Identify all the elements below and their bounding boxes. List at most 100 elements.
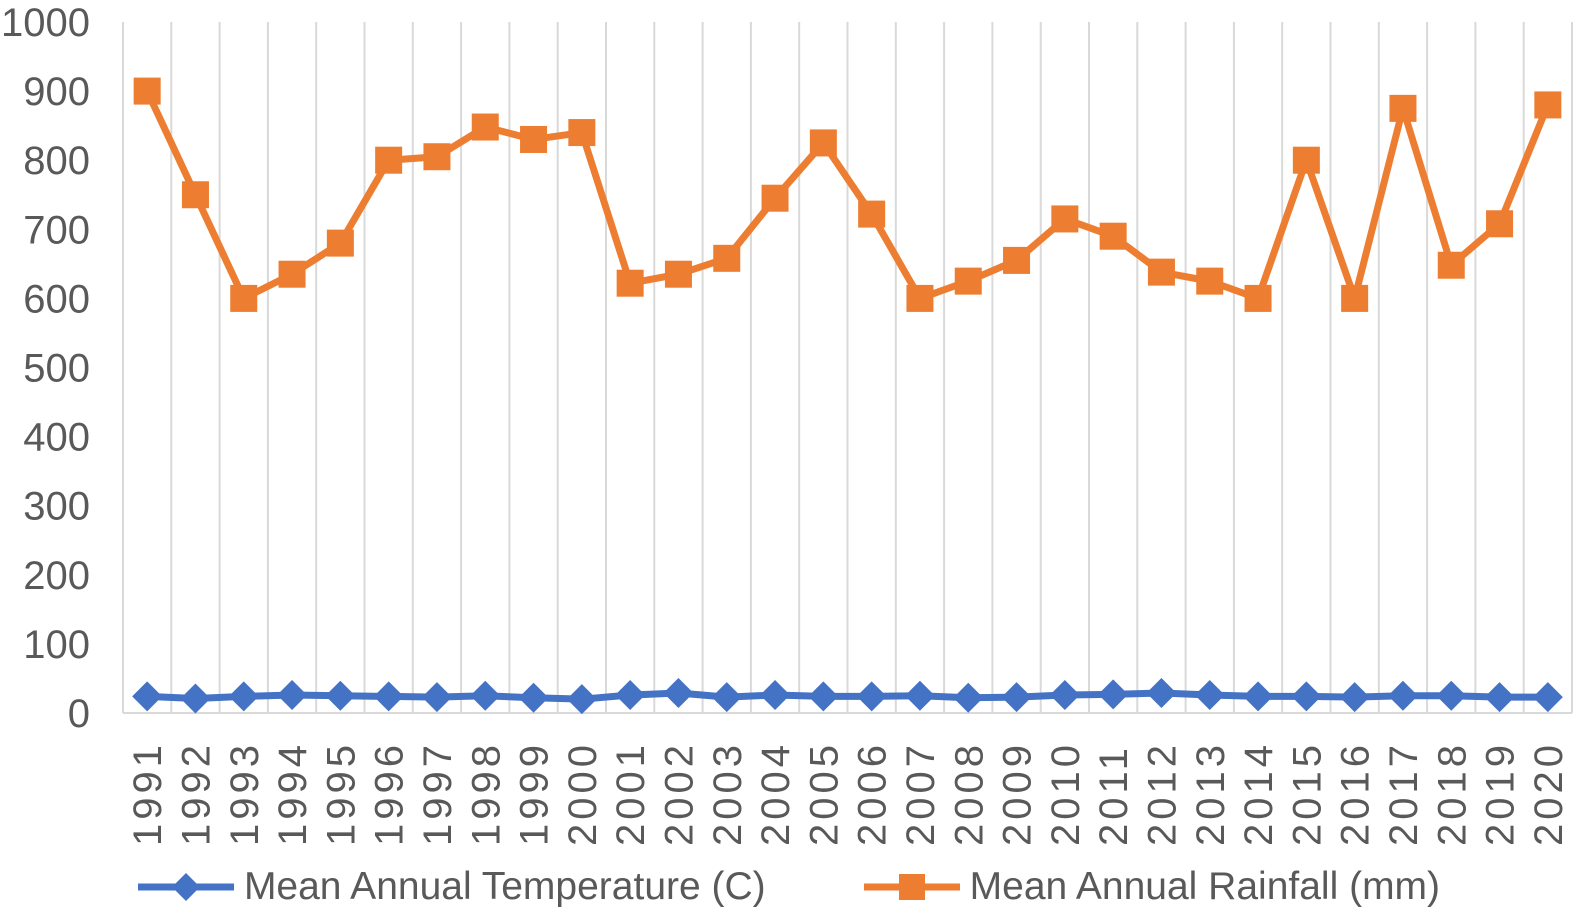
x-tick-label: 2004 bbox=[754, 741, 798, 846]
x-tick-label: 2002 bbox=[657, 741, 701, 846]
data-point-square bbox=[1486, 210, 1514, 238]
data-point-diamond bbox=[1532, 682, 1563, 713]
gridlines-group bbox=[122, 22, 1573, 713]
data-point-square bbox=[1341, 284, 1369, 312]
data-point-square bbox=[664, 260, 692, 288]
data-point-diamond bbox=[518, 682, 549, 713]
x-axis-tick-labels: 1991 1992 1993 1994 1995 1996 1997 1998 1999 2000… bbox=[126, 741, 1571, 846]
x-tick-label: 1995 bbox=[319, 741, 363, 846]
data-point-diamond bbox=[615, 680, 646, 711]
x-tick-label: 2013 bbox=[1189, 741, 1233, 846]
y-tick-label: 300 bbox=[23, 485, 90, 529]
x-tick-label: 2001 bbox=[609, 741, 653, 846]
data-point-diamond bbox=[1001, 682, 1032, 713]
data-point-diamond bbox=[1194, 680, 1225, 711]
data-point-diamond bbox=[1436, 680, 1467, 711]
x-tick-label: 2006 bbox=[851, 741, 895, 846]
series-group bbox=[132, 77, 1563, 715]
y-tick-label: 0 bbox=[68, 692, 90, 736]
x-tick-label: 2008 bbox=[947, 741, 991, 846]
data-point-diamond bbox=[1243, 681, 1274, 712]
data-point-diamond bbox=[1098, 679, 1129, 710]
data-point-square bbox=[1437, 251, 1465, 279]
x-tick-label: 2016 bbox=[1334, 741, 1378, 846]
data-point-square bbox=[375, 146, 403, 174]
data-point-diamond bbox=[1387, 680, 1418, 711]
data-point-diamond bbox=[760, 680, 791, 711]
x-tick-label: 2020 bbox=[1527, 741, 1571, 846]
data-point-diamond bbox=[1049, 680, 1080, 711]
y-tick-label: 700 bbox=[23, 208, 90, 252]
data-point-square bbox=[858, 200, 886, 228]
y-tick-label: 1000 bbox=[1, 1, 90, 45]
x-tick-label: 2010 bbox=[1044, 741, 1088, 846]
y-tick-label: 100 bbox=[23, 623, 90, 667]
data-point-diamond bbox=[663, 677, 694, 708]
data-point-square bbox=[1196, 267, 1224, 295]
x-tick-label: 1991 bbox=[126, 741, 170, 846]
data-point-diamond bbox=[325, 680, 356, 711]
data-point-square bbox=[1292, 146, 1320, 174]
x-tick-label: 2011 bbox=[1092, 744, 1136, 846]
data-point-square bbox=[1534, 91, 1562, 119]
data-point-diamond bbox=[421, 682, 452, 713]
data-point-diamond bbox=[1484, 682, 1515, 713]
x-tick-label: 2003 bbox=[706, 741, 750, 846]
data-point-square bbox=[181, 181, 209, 209]
data-point-diamond bbox=[1146, 677, 1177, 708]
x-tick-label: 1993 bbox=[223, 741, 267, 846]
data-point-square bbox=[326, 229, 354, 257]
x-tick-label: 2000 bbox=[561, 741, 605, 846]
x-tick-label: 1994 bbox=[271, 741, 315, 846]
data-point-square bbox=[1003, 246, 1031, 274]
data-point-square bbox=[520, 125, 548, 153]
rainfall-legend-marker-icon bbox=[863, 874, 960, 900]
data-point-diamond bbox=[277, 680, 308, 711]
data-point-diamond bbox=[808, 681, 839, 712]
x-tick-label: 2007 bbox=[899, 741, 943, 846]
x-tick-label: 1997 bbox=[416, 741, 460, 846]
legend-label-temperature: Mean Annual Temperature (C) bbox=[243, 865, 766, 908]
data-point-square bbox=[278, 260, 306, 288]
data-point-diamond bbox=[1291, 681, 1322, 712]
data-point-square bbox=[471, 113, 499, 141]
data-point-diamond bbox=[1339, 682, 1370, 713]
data-point-square bbox=[954, 267, 982, 295]
data-point-square bbox=[1244, 284, 1272, 312]
y-axis-tick-labels: 0 100 200 300 400 500 600 700 800 900 1000 bbox=[1, 1, 90, 736]
y-tick-label: 900 bbox=[23, 70, 90, 114]
legend-item-rainfall: Mean Annual Rainfall (mm) bbox=[862, 865, 1440, 909]
x-tick-label: 1998 bbox=[464, 741, 508, 846]
data-point-diamond bbox=[953, 682, 984, 713]
x-tick-label: 2009 bbox=[996, 741, 1040, 846]
x-tick-label: 2015 bbox=[1285, 741, 1329, 846]
data-point-square bbox=[230, 284, 258, 312]
data-point-square bbox=[616, 269, 644, 297]
x-tick-label: 2019 bbox=[1479, 741, 1523, 846]
data-point-square bbox=[1147, 258, 1175, 286]
data-point-diamond bbox=[566, 684, 597, 715]
legend-item-temperature: Mean Annual Temperature (C) bbox=[136, 865, 766, 909]
y-tick-label: 500 bbox=[23, 347, 90, 391]
x-tick-label: 1996 bbox=[368, 741, 412, 846]
data-point-diamond bbox=[373, 681, 404, 712]
legend-label-rainfall: Mean Annual Rainfall (mm) bbox=[969, 865, 1441, 908]
x-tick-label: 2018 bbox=[1430, 741, 1474, 846]
x-tick-label: 2012 bbox=[1140, 741, 1184, 846]
legend: Mean Annual Temperature (C) Mean Annual … bbox=[0, 854, 1576, 920]
data-point-square bbox=[133, 77, 161, 105]
data-point-square bbox=[761, 184, 789, 212]
series-rainfall bbox=[133, 77, 1562, 312]
temperature-legend-marker-icon bbox=[137, 873, 234, 901]
data-point-square bbox=[809, 129, 837, 157]
data-point-square bbox=[1389, 94, 1417, 122]
data-point-diamond bbox=[856, 681, 887, 712]
y-tick-label: 400 bbox=[23, 416, 90, 460]
x-tick-label: 1999 bbox=[513, 741, 557, 846]
data-point-diamond bbox=[180, 683, 211, 714]
series-line bbox=[143, 87, 1552, 302]
data-point-diamond bbox=[904, 680, 935, 711]
series-temperature bbox=[132, 677, 1563, 715]
